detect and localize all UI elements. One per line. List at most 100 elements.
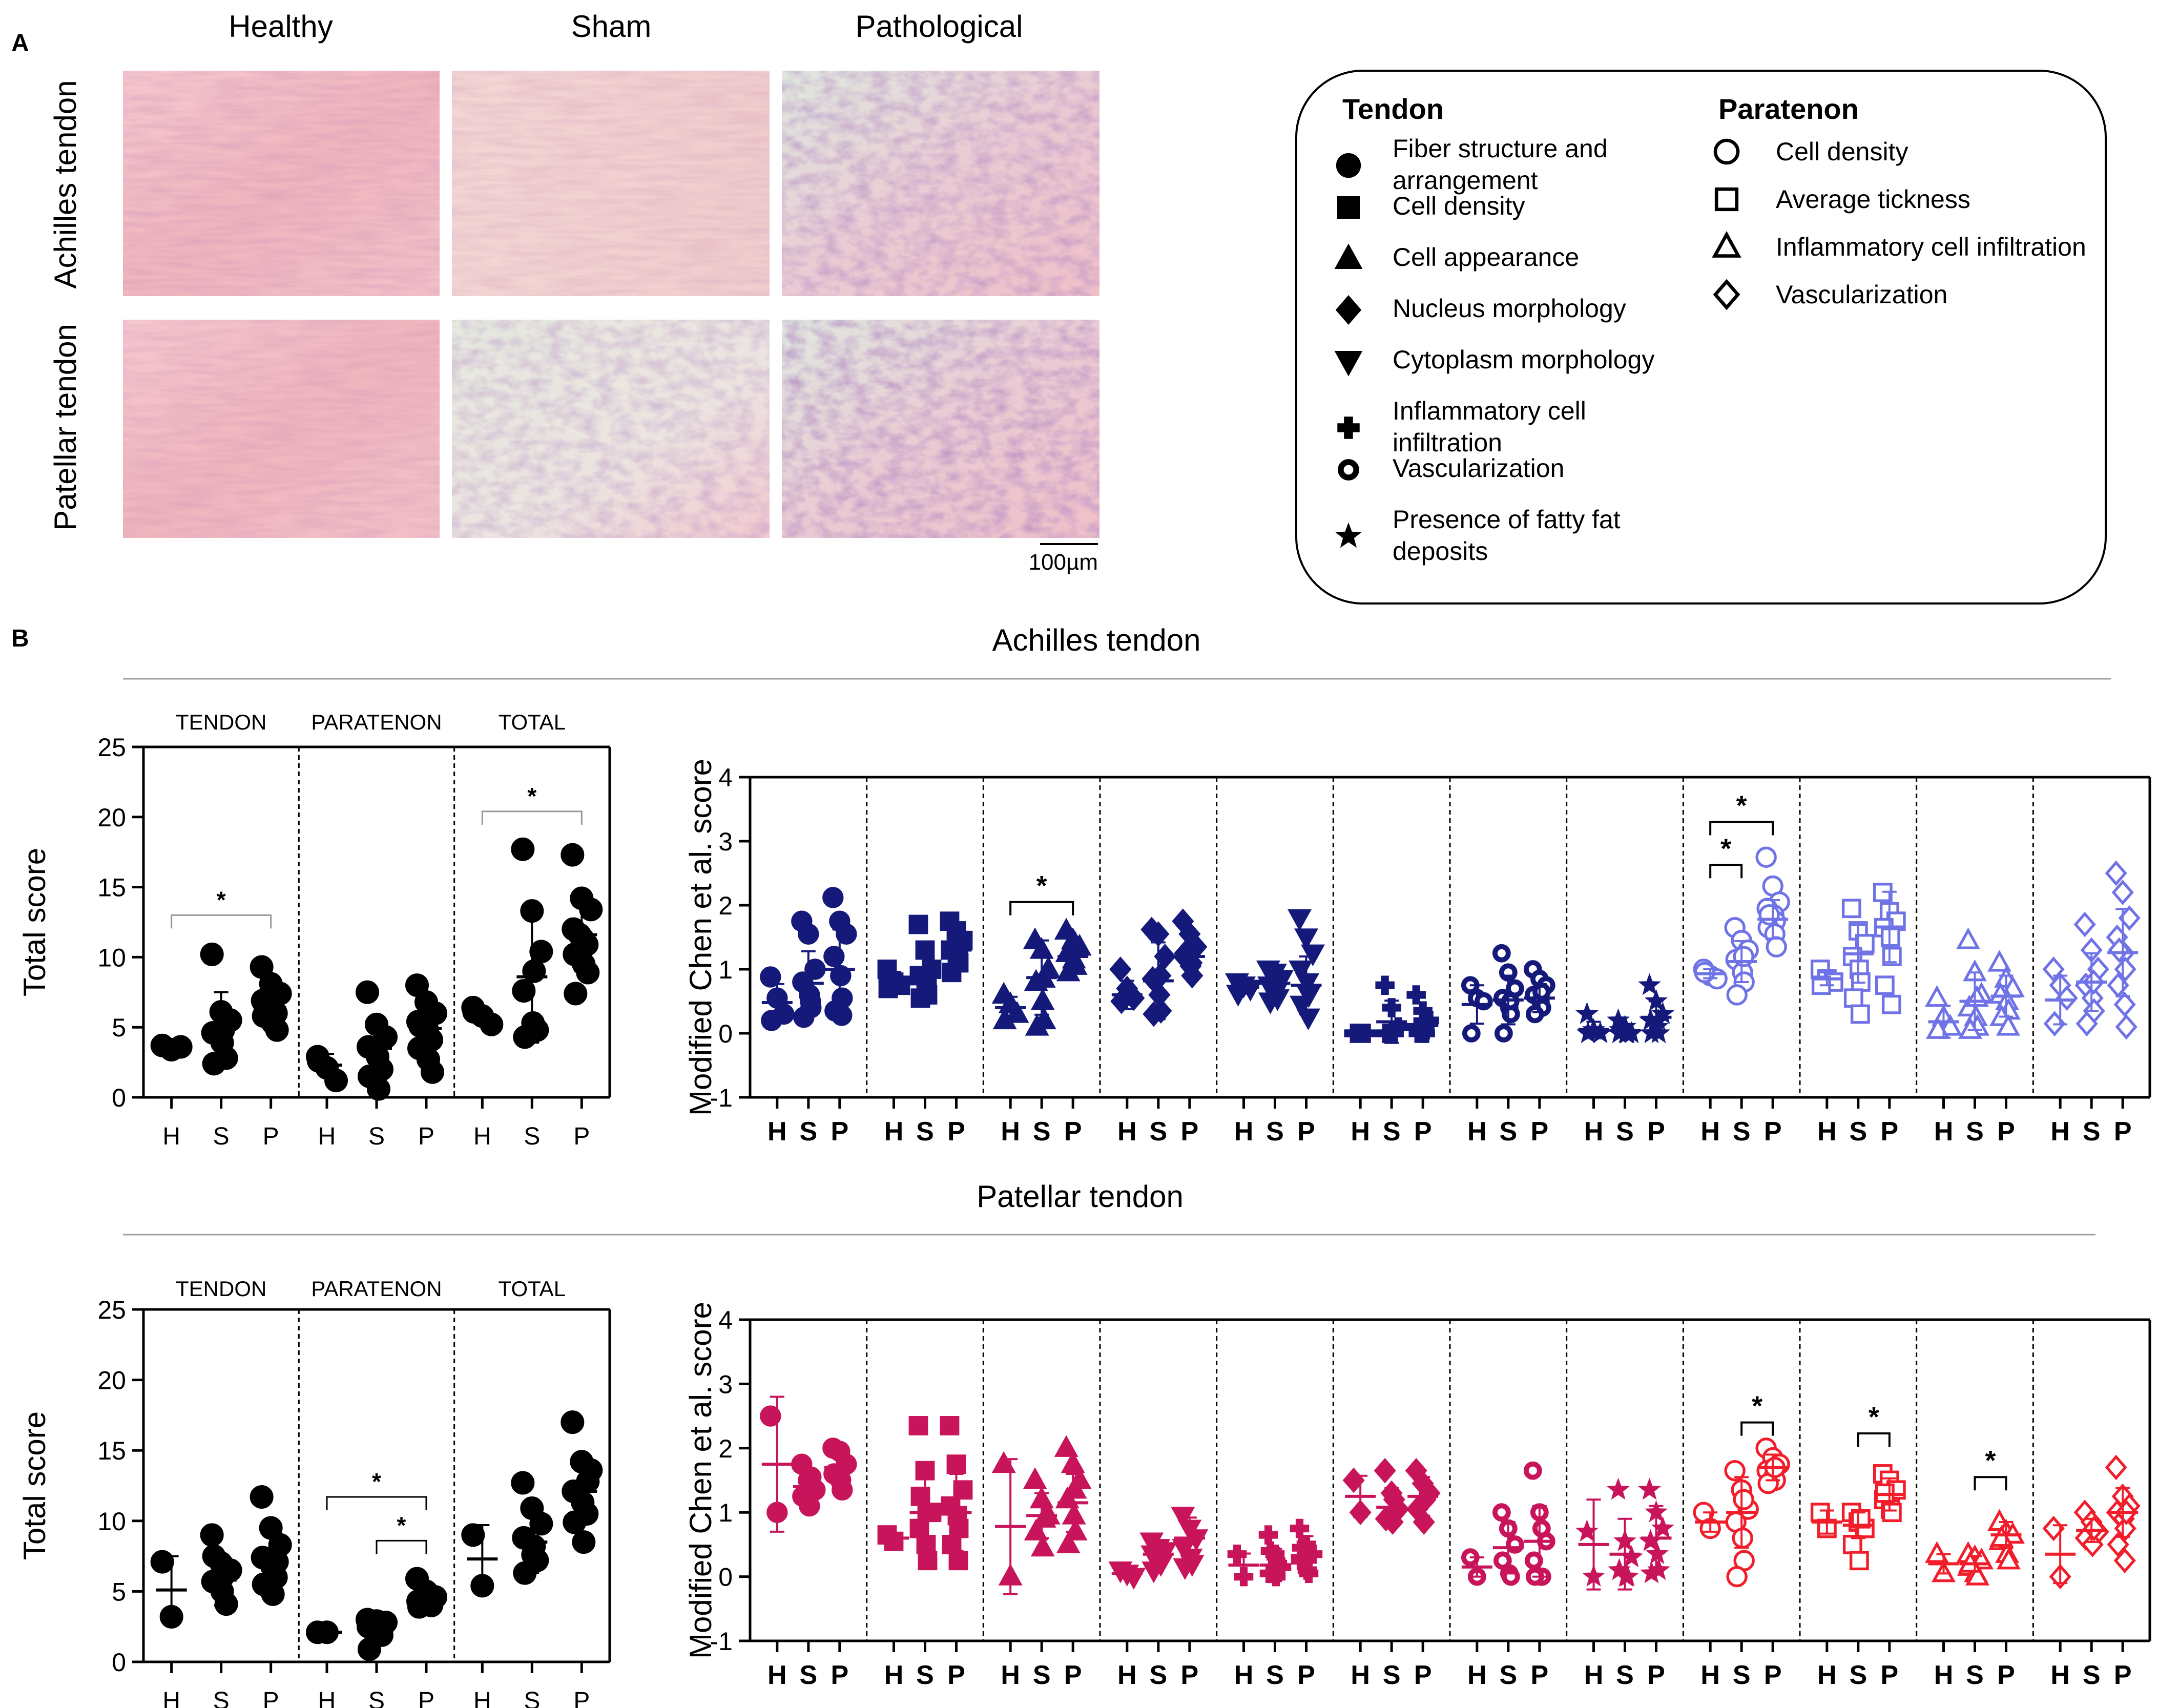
significance-bracket [1857,1432,1891,1447]
data-point [1056,1531,1081,1554]
x-tick-label: H [767,1660,787,1690]
significance-star: * [1720,833,1731,864]
data-point [1501,1567,1520,1586]
data-point [1288,909,1312,931]
x-tick-label: H [162,1688,180,1708]
x-tick-label: S [1849,1117,1867,1147]
y-tick-label: 15 [97,873,126,902]
significance-bracket [1974,1476,2007,1491]
data-point [946,1454,966,1474]
x-tick-label: P [263,1123,279,1150]
panel-b-label: B [11,625,29,652]
data-point [1882,947,1902,966]
data-point [1523,1461,1542,1480]
data-point [832,1479,853,1501]
x-tick-label: S [1849,1660,1867,1690]
data-point [2105,1454,2127,1481]
x-tick-label: P [1180,1117,1198,1147]
data-point [529,1512,553,1536]
data-point [1575,1002,1599,1024]
data-point [522,959,546,983]
x-tick-label: P [2114,1660,2132,1690]
data-point [1875,975,1895,995]
data-point [1494,1024,1513,1043]
legend-tendon-title: Tendon [1342,93,1444,125]
y-axis-label: Modified Chen et al. score [683,759,718,1116]
data-point [1294,928,1318,950]
x-tick-label: S [2083,1117,2101,1147]
data-point [1766,936,1787,957]
group-label: TENDON [176,710,266,734]
y-tick-label: 3 [718,827,733,856]
data-point [1063,1476,1087,1499]
data-point [2105,860,2127,886]
y-tick-label: 5 [112,1013,126,1042]
x-tick-label: S [799,1660,817,1690]
x-tick-label: P [831,1117,848,1147]
x-tick-label: P [1880,1660,1898,1690]
significance-bracket [376,1539,427,1554]
significance-star: * [1752,1391,1762,1422]
legend-tendon-label-6: infiltration [1393,428,1502,457]
data-point [822,887,844,908]
data-point [800,990,821,1012]
y-tick-label: -1 [710,1627,733,1656]
pathological-patellar-micrograph [782,320,1099,538]
legend-tendon-label-8: Presence of fatty fat [1393,505,1621,534]
data-point [1733,1489,1754,1510]
significance-star: * [372,1468,381,1495]
data-point [1637,1477,1662,1500]
y-tick-label: 0 [718,1563,733,1592]
x-tick-label: H [318,1688,336,1708]
data-point [150,1550,174,1574]
legend-paratenon-marker-4 [1713,279,1740,310]
data-point [1299,1564,1319,1584]
data-point [1492,944,1511,963]
data-point [250,1485,274,1509]
data-point [202,1052,226,1076]
data-point [200,942,224,966]
x-tick-label: S [368,1123,385,1150]
legend-tendon-marker-8 [1335,522,1362,548]
data-point [200,1523,224,1547]
data-point [261,1582,285,1606]
data-point [798,923,819,945]
achilles-total-score-chart: 0 5 10 15 20 25 Total score TENDON PARATENON TOTA… [17,710,611,1150]
data-point [1462,1024,1481,1043]
data-point [2042,956,2065,982]
group-label: TENDON [176,1277,266,1301]
data-point [760,966,781,988]
x-tick-label: P [1880,1117,1898,1147]
x-tick-label: S [1033,1117,1051,1147]
x-tick-label: S [524,1123,540,1150]
legend-box: Tendon Paratenon Fiber structure and arra… [1295,70,2107,605]
data-point [1726,1566,1748,1588]
legend-paratenon-label-1: Cell density [1776,137,1908,166]
x-tick-label: H [884,1117,904,1147]
x-tick-label: H [1234,1660,1254,1690]
data-point [1260,1541,1280,1561]
y-axis-label: Modified Chen et al. score [683,1302,718,1659]
data-point [1755,846,1777,868]
pathological-achilles-micrograph [782,71,1099,296]
x-tick-label: P [263,1688,279,1708]
x-tick-label: P [947,1660,965,1690]
data-point [421,1060,444,1084]
data-point [1987,950,2011,972]
data-point [1965,1564,1989,1586]
legend-paratenon-label-3: Inflammatory cell infiltration [1776,233,2086,261]
data-point [1532,982,1551,1001]
data-point [1374,1457,1396,1484]
x-tick-label: H [1934,1117,1954,1147]
y-tick-label: 3 [718,1370,733,1399]
data-point [214,1592,238,1616]
legend-paratenon-marker-2 [1714,187,1739,212]
y-tick-label: 10 [97,943,126,972]
data-point [561,1410,585,1434]
y-tick-label: 1 [718,955,733,984]
legend-tendon-marker-7 [1338,459,1359,481]
x-tick-label: S [524,1688,540,1708]
significance-star: * [217,886,226,913]
data-point [1063,930,1087,953]
data-point [949,1518,969,1538]
